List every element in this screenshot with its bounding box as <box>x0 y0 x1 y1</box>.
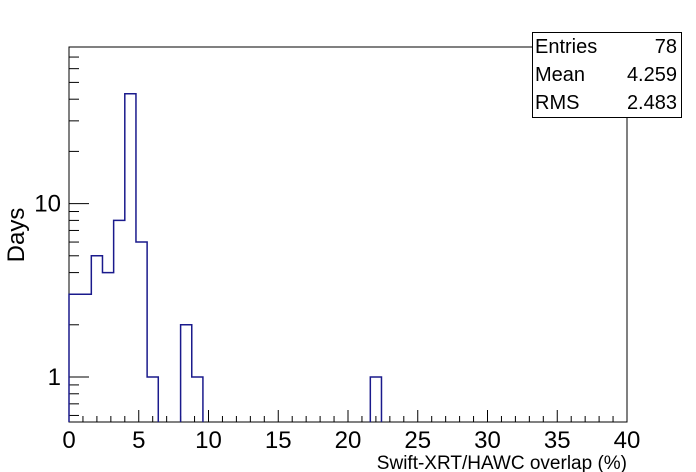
x-tick-label: 15 <box>265 427 292 454</box>
histogram-bins <box>68 93 383 422</box>
stats-box: Entries 78 Mean 4.259 RMS 2.483 <box>532 32 682 118</box>
x-tick-label: 5 <box>132 427 145 454</box>
rms-label: RMS <box>535 92 580 114</box>
mean-value: 4.259 <box>626 64 677 86</box>
x-tick-label: 40 <box>614 427 641 454</box>
mean-label: Mean <box>535 64 586 86</box>
y-axis-label: Days <box>3 208 30 263</box>
x-axis-label: Swift-XRT/HAWC overlap (%) <box>377 453 627 472</box>
rms-value: 2.483 <box>626 92 677 114</box>
entries-label: Entries <box>535 36 598 58</box>
histogram-bin <box>179 324 204 422</box>
x-tick-label: 0 <box>62 427 75 454</box>
y-axis: 1 10 <box>34 46 89 416</box>
x-tick-label: 30 <box>474 427 501 454</box>
x-tick-label: 25 <box>404 427 431 454</box>
x-tick-label: 20 <box>335 427 362 454</box>
x-axis: 0 5 10 15 20 25 30 35 40 <box>62 410 640 454</box>
stats-mean: Mean 4.259 <box>535 61 677 89</box>
x-tick-label: 35 <box>544 427 571 454</box>
histogram-bin <box>369 376 383 422</box>
y-tick-label: 1 <box>48 364 61 391</box>
entries-value: 78 <box>654 36 677 58</box>
y-tick-label: 10 <box>34 191 61 218</box>
stats-entries: Entries 78 <box>535 33 677 61</box>
histogram-bin <box>68 93 160 422</box>
stats-rms: RMS 2.483 <box>535 89 677 117</box>
x-tick-label: 10 <box>195 427 222 454</box>
